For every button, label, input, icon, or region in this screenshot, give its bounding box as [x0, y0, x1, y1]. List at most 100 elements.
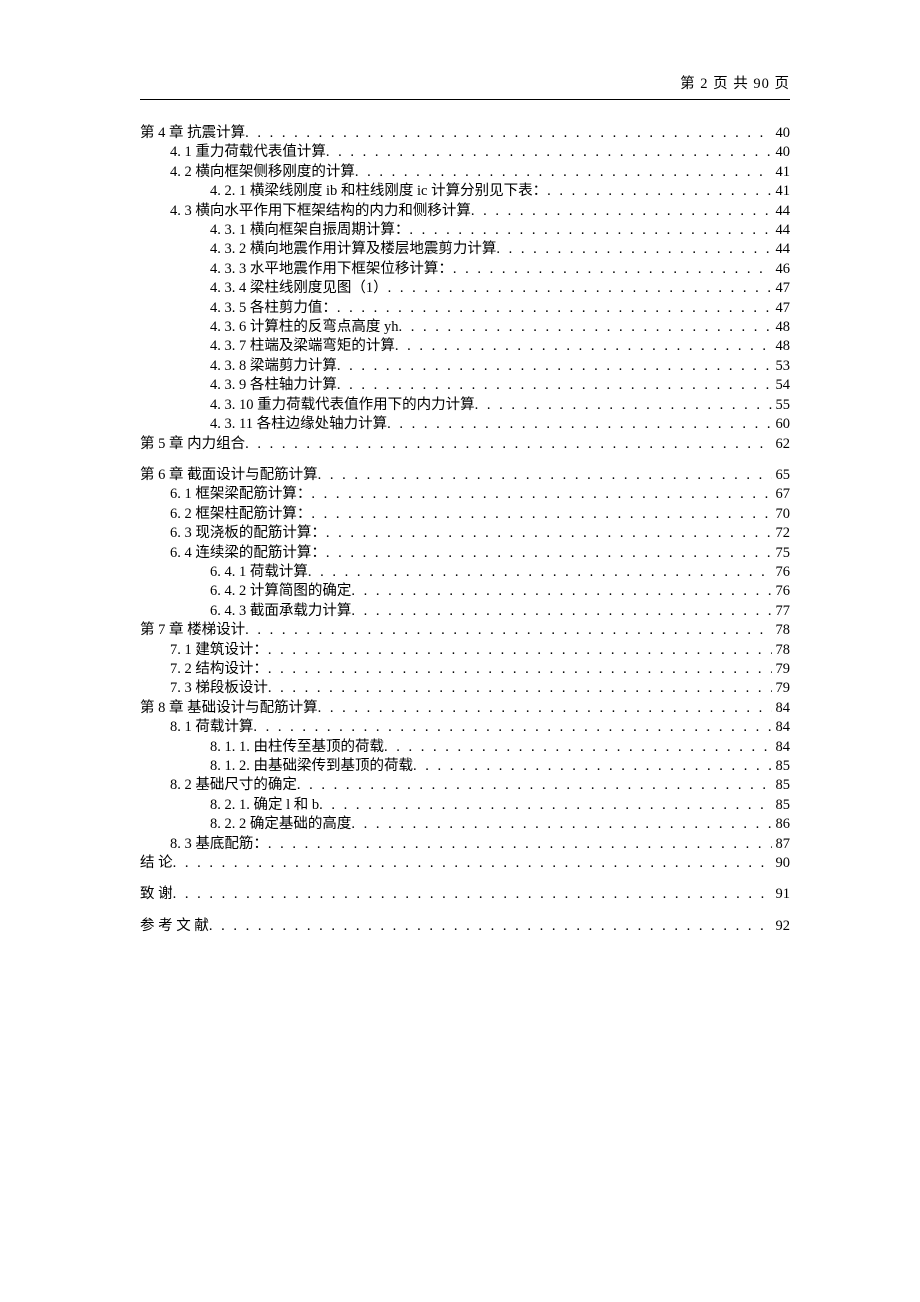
toc-entry: 4. 3. 8 梁端剪力计算 . . . . . . . . . . . . .… [210, 357, 790, 376]
toc-entry: 6. 1 框架梁配筋计算： . . . . . . . . . . . . . … [170, 485, 790, 504]
toc-entry: 8. 1. 1. 由柱传至基顶的荷载 . . . . . . . . . . .… [210, 738, 790, 757]
toc-leader-dots: . . . . . . . . . . . . . . . . . . . . … [496, 240, 771, 259]
toc-entry-label: 6. 4 连续梁的配筋计算： [170, 544, 326, 563]
toc-entry-page: 46 [772, 260, 791, 279]
toc-entry: 6. 2 框架柱配筋计算： . . . . . . . . . . . . . … [170, 505, 790, 524]
toc-leader-dots: . . . . . . . . . . . . . . . . . . . . … [409, 221, 771, 240]
toc-entry: 7. 3 梯段板设计 . . . . . . . . . . . . . . .… [170, 679, 790, 698]
toc-leader-dots: . . . . . . . . . . . . . . . . . . . . … [337, 357, 772, 376]
toc-entry-label: 6. 2 框架柱配筋计算： [170, 505, 311, 524]
toc-entry-label: 第 5 章 内力组合 [140, 435, 245, 454]
toc-leader-dots: . . . . . . . . . . . . . . . . . . . . … [318, 466, 772, 485]
toc-entry-page: 84 [772, 718, 791, 737]
toc-entry-page: 85 [772, 776, 791, 795]
toc-entry-page: 85 [772, 757, 791, 776]
toc-entry-label: 参 考 文 献 [140, 917, 209, 936]
toc-entry-page: 72 [772, 524, 791, 543]
toc-entry-label: 8. 1 荷载计算 [170, 718, 253, 737]
page-header: 第 2 页 共 90 页 [140, 72, 790, 97]
toc-leader-dots: . . . . . . . . . . . . . . . . . . . . … [384, 738, 772, 757]
toc-entry-label: 8. 3 基底配筋： [170, 835, 268, 854]
toc-entry-label: 4. 3. 3 水平地震作用下框架位移计算： [210, 260, 453, 279]
toc-entry: 结 论 . . . . . . . . . . . . . . . . . . … [140, 854, 790, 873]
toc-entry: 6. 3 现浇板的配筋计算： . . . . . . . . . . . . .… [170, 524, 790, 543]
toc-entry-label: 4. 3. 10 重力荷载代表值作用下的内力计算 [210, 396, 475, 415]
toc-entry: 4. 3. 6 计算柱的反弯点高度 yh . . . . . . . . . .… [210, 318, 790, 337]
toc-entry: 7. 1 建筑设计： . . . . . . . . . . . . . . .… [170, 641, 790, 660]
toc-entry: 4. 3. 7 柱端及梁端弯矩的计算 . . . . . . . . . . .… [210, 337, 790, 356]
toc-entry-page: 44 [772, 240, 791, 259]
toc-entry-page: 78 [772, 641, 791, 660]
toc-leader-dots: . . . . . . . . . . . . . . . . . . . . … [475, 396, 772, 415]
toc-entry-label: 6. 1 框架梁配筋计算： [170, 485, 311, 504]
toc-entry-label: 4. 3. 11 各柱边缘处轴力计算 [210, 415, 387, 434]
toc-entry: 4. 1 重力荷载代表值计算 . . . . . . . . . . . . .… [170, 143, 790, 162]
toc-entry: 4. 3. 3 水平地震作用下框架位移计算： . . . . . . . . .… [210, 260, 790, 279]
toc-entry-page: 86 [772, 815, 791, 834]
toc-leader-dots: . . . . . . . . . . . . . . . . . . . . … [395, 337, 772, 356]
toc-leader-dots: . . . . . . . . . . . . . . . . . . . . … [245, 435, 771, 454]
toc-leader-dots: . . . . . . . . . . . . . . . . . . . . … [268, 660, 772, 679]
toc-entry-page: 85 [772, 796, 791, 815]
toc-entry-page: 91 [772, 885, 791, 904]
toc-entry: 8. 3 基底配筋： . . . . . . . . . . . . . . .… [170, 835, 790, 854]
toc-entry-label: 4. 1 重力荷载代表值计算 [170, 143, 326, 162]
toc-entry-label: 结 论 [140, 854, 173, 873]
toc-leader-dots: . . . . . . . . . . . . . . . . . . . . … [245, 124, 771, 143]
toc-entry-page: 60 [772, 415, 791, 434]
toc-leader-dots: . . . . . . . . . . . . . . . . . . . . … [173, 885, 772, 904]
toc-entry-label: 4. 3. 9 各柱轴力计算 [210, 376, 337, 395]
toc-entry-label: 第 4 章 抗震计算 [140, 124, 245, 143]
toc-entry: 8. 2. 1. 确定 l 和 b . . . . . . . . . . . … [210, 796, 790, 815]
toc-entry-page: 55 [772, 396, 791, 415]
toc-entry-page: 78 [772, 621, 791, 640]
toc-entry: 8. 1. 2. 由基础梁传到基顶的荷载 . . . . . . . . . .… [210, 757, 790, 776]
toc-entry-page: 79 [772, 679, 791, 698]
toc-entry-page: 92 [772, 917, 791, 936]
toc-entry-label: 第 6 章 截面设计与配筋计算 [140, 466, 318, 485]
toc-entry: 6. 4. 2 计算简图的确定 . . . . . . . . . . . . … [210, 582, 790, 601]
toc-leader-dots: . . . . . . . . . . . . . . . . . . . . … [351, 815, 771, 834]
toc-entry-label: 6. 4. 1 荷载计算 [210, 563, 308, 582]
toc-entry-page: 40 [772, 124, 791, 143]
toc-entry: 6. 4. 3 截面承载力计算 . . . . . . . . . . . . … [210, 602, 790, 621]
toc-entry: 4. 2. 1 横梁线刚度 ib 和柱线刚度 ic 计算分别见下表： . . .… [210, 182, 790, 201]
toc-leader-dots: . . . . . . . . . . . . . . . . . . . . … [268, 835, 772, 854]
toc-entry-label: 6. 3 现浇板的配筋计算： [170, 524, 326, 543]
toc-leader-dots: . . . . . . . . . . . . . . . . . . . . … [319, 796, 771, 815]
toc-entry: 第 4 章 抗震计算 . . . . . . . . . . . . . . .… [140, 124, 790, 143]
toc-entry: 7. 2 结构设计： . . . . . . . . . . . . . . .… [170, 660, 790, 679]
toc-entry-label: 7. 1 建筑设计： [170, 641, 268, 660]
toc-entry: 4. 3. 11 各柱边缘处轴力计算 . . . . . . . . . . .… [210, 415, 790, 434]
toc-entry: 8. 1 荷载计算 . . . . . . . . . . . . . . . … [170, 718, 790, 737]
toc-leader-dots: . . . . . . . . . . . . . . . . . . . . … [351, 582, 771, 601]
toc-leader-dots: . . . . . . . . . . . . . . . . . . . . … [209, 917, 772, 936]
toc-entry: 4. 2 横向框架侧移刚度的计算 . . . . . . . . . . . .… [170, 163, 790, 182]
toc-leader-dots: . . . . . . . . . . . . . . . . . . . . … [337, 299, 772, 318]
toc-entry-page: 62 [772, 435, 791, 454]
header-underline [140, 99, 790, 100]
toc-entry-page: 84 [772, 738, 791, 757]
toc-leader-dots: . . . . . . . . . . . . . . . . . . . . … [388, 279, 772, 298]
toc-leader-dots: . . . . . . . . . . . . . . . . . . . . … [245, 621, 771, 640]
toc-entry-page: 41 [772, 182, 791, 201]
toc-entry-page: 47 [772, 279, 791, 298]
toc-leader-dots: . . . . . . . . . . . . . . . . . . . . … [268, 679, 772, 698]
toc-leader-dots: . . . . . . . . . . . . . . . . . . . . … [337, 376, 772, 395]
toc-entry: 4. 3. 9 各柱轴力计算 . . . . . . . . . . . . .… [210, 376, 790, 395]
toc-entry-label: 8. 2. 2 确定基础的高度 [210, 815, 351, 834]
toc-entry-page: 48 [772, 318, 791, 337]
toc-entry-label: 第 7 章 楼梯设计 [140, 621, 245, 640]
toc-entry: 第 6 章 截面设计与配筋计算 . . . . . . . . . . . . … [140, 466, 790, 485]
toc-leader-dots: . . . . . . . . . . . . . . . . . . . . … [387, 415, 771, 434]
toc-entry: 4. 3. 5 各柱剪力值： . . . . . . . . . . . . .… [210, 299, 790, 318]
toc-leader-dots: . . . . . . . . . . . . . . . . . . . . … [326, 544, 772, 563]
toc-entry: 8. 2. 2 确定基础的高度 . . . . . . . . . . . . … [210, 815, 790, 834]
toc-leader-dots: . . . . . . . . . . . . . . . . . . . . … [326, 143, 772, 162]
toc-leader-dots: . . . . . . . . . . . . . . . . . . . . … [311, 505, 771, 524]
toc-leader-dots: . . . . . . . . . . . . . . . . . . . . … [311, 485, 771, 504]
toc-leader-dots: . . . . . . . . . . . . . . . . . . . . … [297, 776, 772, 795]
toc-entry-label: 6. 4. 3 截面承载力计算 [210, 602, 351, 621]
toc-leader-dots: . . . . . . . . . . . . . . . . . . . . … [355, 163, 772, 182]
toc-entry-label: 8. 1. 1. 由柱传至基顶的荷载 [210, 738, 384, 757]
